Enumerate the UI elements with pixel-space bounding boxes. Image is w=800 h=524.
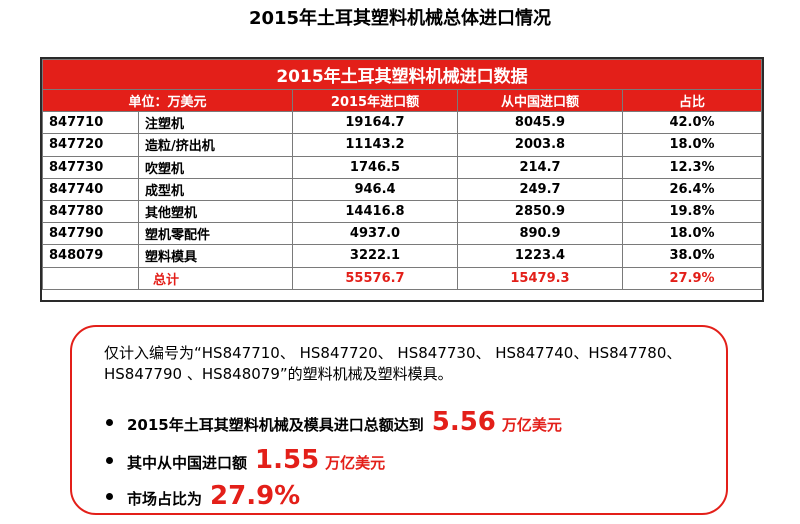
total-code-cell	[42, 266, 139, 290]
from-china-cell: 8045.9	[457, 111, 623, 135]
table-row: 847720 造粒/挤出机 11143.2 2003.8 18.0%	[42, 133, 762, 157]
bullet-text: 市场占比为	[127, 490, 203, 508]
table-row: 847730 吹塑机 1746.5 214.7 12.3%	[42, 155, 762, 179]
from-china-cell: 249.7	[457, 177, 623, 201]
hs-code-cell: 847790	[42, 222, 139, 246]
from-china-cell: 2003.8	[457, 133, 623, 157]
machine-name-cell: 注塑机	[138, 111, 293, 135]
import-2015-cell: 14416.8	[292, 199, 458, 224]
bullet-dot-icon	[106, 457, 113, 464]
bullet-dot-icon	[106, 419, 113, 426]
share-cell: 26.4%	[622, 177, 762, 201]
bullet-dot-icon	[106, 493, 113, 500]
from-china-cell: 1223.4	[457, 244, 623, 268]
hs-code-cell: 848079	[42, 244, 139, 268]
share-cell: 12.3%	[622, 155, 762, 179]
table-row: 847740 成型机 946.4 249.7 26.4%	[42, 177, 762, 201]
bullet-text: 2015年土耳其塑料机械及模具进口总额达到	[127, 416, 424, 434]
summary-box: 仅计入编号为“HS847710、 HS847720、 HS847730、 HS8…	[70, 325, 728, 515]
import-2015-cell: 946.4	[292, 177, 458, 201]
import-2015-cell: 1746.5	[292, 155, 458, 179]
share-cell: 38.0%	[622, 244, 762, 268]
header-from-china: 从中国进口额	[457, 88, 623, 113]
import-2015-cell: 3222.1	[292, 244, 458, 268]
bullet-value: 27.9%	[210, 481, 301, 511]
bullet-market-share: 市场占比为 27.9%	[106, 481, 300, 511]
table-row: 848079 塑料模具 3222.1 1223.4 38.0%	[42, 244, 762, 268]
import-data-table: 2015年土耳其塑料机械进口数据 单位：万美元 2015年进口额 从中国进口额 …	[40, 57, 764, 302]
header-import-2015: 2015年进口额	[292, 88, 458, 113]
bullet-unit: 万亿美元	[325, 454, 386, 472]
page-title: 2015年土耳其塑料机械总体进口情况	[248, 8, 552, 29]
table-row-total: 总计 55576.7 15479.3 27.9%	[42, 266, 762, 290]
bullet-china-import: 其中从中国进口额 1.55 万亿美元	[106, 445, 385, 475]
hs-code-cell: 847730	[42, 155, 139, 179]
machine-name-cell: 其他塑机	[138, 199, 293, 224]
total-from-china: 15479.3	[457, 266, 623, 290]
from-china-cell: 890.9	[457, 222, 623, 246]
header-unit: 单位：万美元	[42, 88, 293, 113]
machine-name-cell: 塑料模具	[138, 244, 293, 268]
total-label: 总计	[138, 266, 293, 290]
from-china-cell: 2850.9	[457, 199, 623, 224]
machine-name-cell: 塑机零配件	[138, 222, 293, 246]
hs-code-cell: 847780	[42, 199, 139, 224]
bullet-value: 1.55	[255, 445, 320, 475]
summary-note: 仅计入编号为“HS847710、 HS847720、 HS847730、 HS8…	[104, 344, 682, 383]
machine-name-cell: 吹塑机	[138, 155, 293, 179]
table-row: 847780 其他塑机 14416.8 2850.9 19.8%	[42, 199, 762, 224]
share-cell: 42.0%	[622, 111, 762, 135]
bullet-value: 5.56	[431, 407, 496, 437]
share-cell: 19.8%	[622, 199, 762, 224]
hs-code-cell: 847740	[42, 177, 139, 201]
hs-code-cell: 847720	[42, 133, 139, 157]
import-2015-cell: 19164.7	[292, 111, 458, 135]
bullet-text: 其中从中国进口额	[127, 454, 248, 472]
bullet-unit: 万亿美元	[501, 416, 562, 434]
machine-name-cell: 造粒/挤出机	[138, 133, 293, 157]
share-cell: 18.0%	[622, 222, 762, 246]
share-cell: 18.0%	[622, 133, 762, 157]
table-row: 847790 塑机零配件 4937.0 890.9 18.0%	[42, 222, 762, 246]
table-row: 847710 注塑机 19164.7 8045.9 42.0%	[42, 111, 762, 135]
bullet-total-import: 2015年土耳其塑料机械及模具进口总额达到 5.56 万亿美元	[106, 407, 562, 437]
import-2015-cell: 11143.2	[292, 133, 458, 157]
from-china-cell: 214.7	[457, 155, 623, 179]
table-title: 2015年土耳其塑料机械进口数据	[42, 59, 762, 90]
total-share: 27.9%	[622, 266, 762, 290]
machine-name-cell: 成型机	[138, 177, 293, 201]
import-2015-cell: 4937.0	[292, 222, 458, 246]
total-import-2015: 55576.7	[292, 266, 458, 290]
hs-code-cell: 847710	[42, 111, 139, 135]
header-share: 占比	[622, 88, 762, 113]
